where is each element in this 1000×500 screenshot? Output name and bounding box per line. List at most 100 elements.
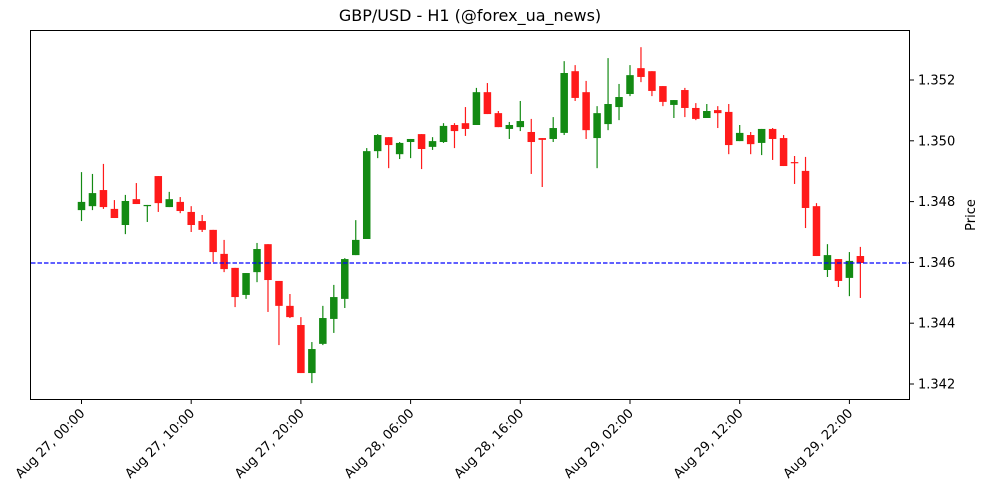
candle-body	[757, 128, 766, 143]
candle	[560, 61, 568, 136]
candle-body	[450, 124, 459, 132]
y-axis-label: Price	[964, 199, 979, 231]
candle-body	[352, 239, 360, 256]
candle-body	[527, 131, 536, 143]
candle	[790, 156, 799, 184]
candle-body	[571, 71, 579, 98]
x-tick-label: Aug 29, 22:00	[781, 406, 857, 482]
candle-body	[384, 137, 393, 146]
plot-frame	[30, 30, 910, 400]
candle-body	[659, 86, 667, 102]
candle-body	[483, 92, 492, 115]
candle	[681, 87, 689, 118]
candle	[703, 104, 711, 118]
candle	[253, 242, 261, 283]
candle-body	[253, 249, 261, 273]
candle-body	[220, 253, 228, 270]
candle	[77, 172, 86, 222]
candle	[88, 173, 97, 211]
y-axis: 1.342 1.344 1.346 1.348 1.350 1.352	[910, 74, 955, 393]
candle	[812, 203, 821, 257]
x-axis: Aug 27, 00:00 Aug 27, 10:00 Aug 27, 20:00 A…	[13, 400, 856, 482]
candle	[297, 317, 305, 374]
candle-body	[626, 75, 634, 94]
candle	[746, 131, 755, 155]
candle	[461, 107, 470, 136]
candle-body	[373, 135, 382, 152]
candle	[165, 191, 174, 208]
candle	[231, 267, 239, 308]
candle-body	[297, 325, 305, 374]
candle	[220, 239, 228, 273]
candle	[757, 128, 766, 156]
candle	[187, 206, 195, 232]
candle	[395, 142, 404, 160]
candle	[275, 280, 283, 346]
candle-body	[439, 125, 448, 143]
y-tick-label: 1.352	[918, 74, 955, 89]
candle	[439, 123, 448, 143]
candle	[99, 163, 108, 209]
candle-body	[724, 111, 733, 146]
candle-body	[417, 134, 426, 150]
candle	[779, 135, 788, 167]
candle-body	[692, 107, 700, 119]
x-tick-label: Aug 28, 16:00	[452, 406, 528, 482]
candle	[143, 204, 152, 222]
y-tick-label: 1.350	[918, 134, 955, 149]
candle	[823, 244, 832, 277]
candle-body	[582, 92, 590, 131]
candle	[176, 197, 184, 214]
candle-body	[681, 90, 689, 108]
candle-body	[703, 111, 711, 118]
candle	[549, 117, 557, 143]
candle-body	[198, 221, 206, 230]
candle	[527, 118, 536, 174]
candle-body	[143, 204, 152, 207]
candle	[319, 305, 327, 346]
y-tick-label: 1.346	[918, 256, 955, 271]
candle	[615, 83, 623, 121]
candle	[362, 148, 371, 239]
candle-body	[812, 206, 821, 257]
candle-body	[637, 68, 645, 77]
y-tick-label: 1.342	[918, 378, 955, 393]
candle-body	[538, 138, 546, 140]
y-tick-label: 1.344	[918, 317, 955, 332]
x-tick-label: Aug 27, 20:00	[232, 406, 308, 482]
candle-body	[670, 100, 678, 105]
candle-body	[187, 211, 195, 226]
candle	[286, 294, 294, 319]
candle	[330, 284, 338, 333]
candle	[571, 65, 579, 101]
candle-body	[362, 151, 371, 239]
candle-body	[231, 267, 239, 298]
candle	[768, 128, 777, 160]
candle-body	[790, 162, 799, 164]
candle-body	[395, 142, 404, 155]
x-tick-label: Aug 29, 12:00	[671, 406, 747, 482]
candle	[384, 137, 393, 169]
y-tick-label: 1.348	[918, 195, 955, 210]
candle	[450, 123, 459, 149]
candle	[494, 111, 503, 128]
candle	[735, 124, 744, 142]
candle	[483, 83, 492, 115]
candle	[406, 138, 415, 159]
candle-body	[165, 199, 174, 208]
candle	[341, 258, 349, 308]
candle-body	[275, 280, 283, 306]
candle	[209, 229, 217, 263]
candle	[856, 246, 865, 298]
candle-body	[286, 305, 294, 318]
candle	[352, 220, 360, 256]
candle-body	[88, 193, 97, 207]
candle-body	[615, 97, 623, 108]
candle-body	[856, 256, 865, 264]
candles-layer	[77, 47, 865, 384]
candle	[637, 47, 645, 83]
chart-title: GBP/USD - H1 (@forex_ua_news)	[338, 6, 602, 25]
candle	[801, 156, 810, 229]
x-tick-label: Aug 28, 06:00	[342, 406, 418, 482]
